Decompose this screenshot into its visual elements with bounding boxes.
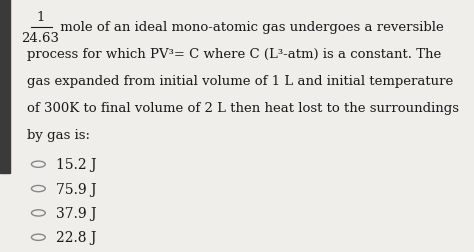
FancyBboxPatch shape (0, 0, 9, 173)
Text: 15.2 J: 15.2 J (55, 158, 96, 172)
Text: of 300K to final volume of 2 L then heat lost to the surroundings: of 300K to final volume of 2 L then heat… (27, 102, 459, 115)
Text: mole of an ideal mono-atomic gas undergoes a reversible: mole of an ideal mono-atomic gas undergo… (55, 21, 443, 34)
Text: 1: 1 (36, 11, 45, 24)
Text: gas expanded from initial volume of 1 L and initial temperature: gas expanded from initial volume of 1 L … (27, 75, 453, 88)
Text: 75.9 J: 75.9 J (55, 182, 96, 196)
Text: 22.8 J: 22.8 J (55, 230, 96, 244)
Text: process for which PV³= C where C (L³-atm) is a constant. The: process for which PV³= C where C (L³-atm… (27, 48, 441, 61)
Text: 24.63: 24.63 (21, 32, 59, 45)
Text: 37.9 J: 37.9 J (55, 206, 96, 220)
Text: by gas is:: by gas is: (27, 129, 90, 142)
